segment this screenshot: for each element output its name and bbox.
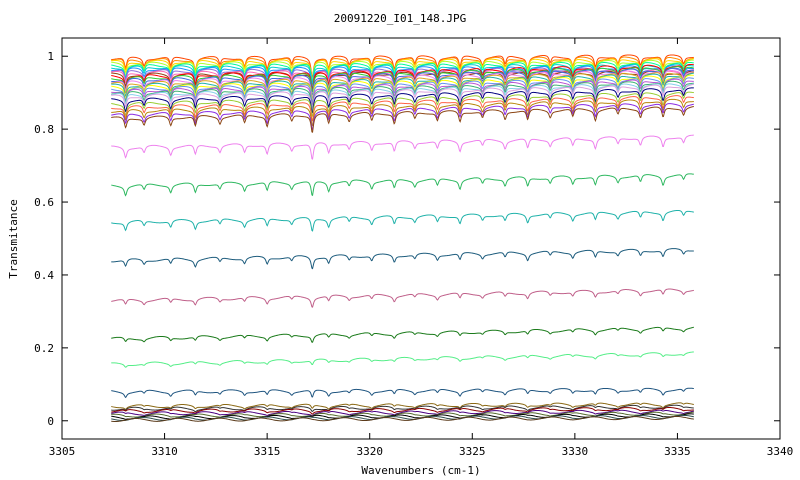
- series-line: [111, 83, 694, 112]
- series-line: [111, 173, 694, 197]
- series-line: [111, 98, 694, 127]
- series-line: [111, 91, 694, 118]
- series-line: [111, 209, 694, 232]
- series-line: [111, 83, 694, 111]
- series-group: [111, 54, 694, 422]
- series-line: [111, 77, 694, 104]
- x-tick-label: 3340: [767, 445, 794, 458]
- series-line: [111, 402, 694, 410]
- series-line: [111, 87, 694, 114]
- y-tick-label: 0.6: [34, 196, 54, 209]
- x-axis-label: Wavenumbers (cm-1): [361, 464, 480, 477]
- series-line: [111, 288, 694, 308]
- x-tick-label: 3325: [459, 445, 486, 458]
- x-tick-label: 3335: [664, 445, 691, 458]
- series-line: [111, 248, 694, 270]
- y-axis: 0 0.2 0.4 0.6 0.8 1: [34, 50, 780, 428]
- y-tick-label: 0.2: [34, 342, 54, 355]
- x-axis: 3305 3310 3315 3320 3325 3330 3335 3340: [49, 38, 794, 458]
- x-tick-label: 3320: [356, 445, 383, 458]
- x-tick-label: 3315: [254, 445, 281, 458]
- chart-title: 20091220_I01_148.JPG: [334, 12, 466, 25]
- series-line: [111, 134, 694, 160]
- y-tick-label: 1: [47, 50, 54, 63]
- series-line: [111, 105, 694, 133]
- series-line: [111, 80, 694, 110]
- series-line: [111, 387, 694, 399]
- series-line: [111, 95, 694, 122]
- series-line: [111, 103, 694, 131]
- series-line: [111, 415, 694, 422]
- series-line: [111, 54, 694, 79]
- plot-frame: [61, 37, 781, 440]
- y-tick-label: 0: [47, 415, 54, 428]
- series-line: [111, 404, 694, 413]
- y-tick-label: 0.8: [34, 123, 54, 136]
- x-tick-label: 3305: [49, 445, 76, 458]
- series-line: [111, 326, 694, 343]
- x-tick-label: 3310: [151, 445, 178, 458]
- y-axis-label: Transmitance: [7, 199, 20, 278]
- y-tick-label: 0.4: [34, 269, 54, 282]
- series-line: [111, 351, 694, 368]
- x-tick-label: 3330: [562, 445, 589, 458]
- series-line: [111, 67, 694, 96]
- series-line: [111, 409, 694, 417]
- series-line: [111, 406, 694, 415]
- series-line: [111, 78, 694, 107]
